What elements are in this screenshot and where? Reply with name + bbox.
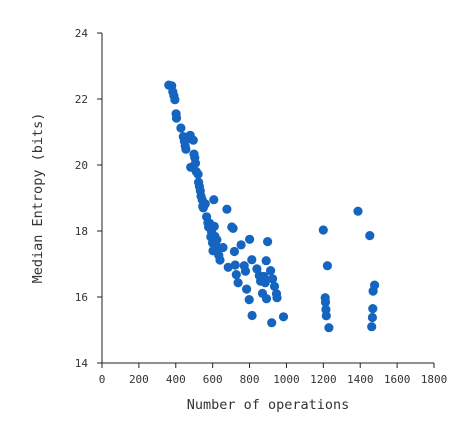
data-point bbox=[176, 123, 186, 133]
x-tick-label: 1000 bbox=[273, 373, 300, 386]
data-point bbox=[245, 234, 255, 244]
data-point bbox=[353, 206, 363, 216]
x-tick-label: 800 bbox=[240, 373, 260, 386]
axes: 0 200 400 600 800 1000 1200 1400 1600 1800 14 16 18 2… bbox=[75, 27, 448, 386]
y-axis-label: Median Entropy (bits) bbox=[30, 113, 46, 284]
x-tick-label: 1600 bbox=[384, 373, 411, 386]
data-point bbox=[222, 204, 232, 214]
data-point bbox=[209, 195, 219, 205]
data-point bbox=[367, 312, 377, 323]
data-point bbox=[321, 311, 331, 321]
data-point bbox=[261, 256, 271, 266]
data-point bbox=[370, 280, 380, 290]
data-point bbox=[322, 261, 332, 271]
y-tick-label: 14 bbox=[75, 357, 89, 370]
data-point bbox=[170, 95, 180, 105]
data-point bbox=[233, 278, 243, 288]
data-point bbox=[218, 242, 228, 253]
x-tick-label: 600 bbox=[203, 373, 223, 386]
x-tick-label: 1400 bbox=[347, 373, 374, 386]
data-point bbox=[247, 310, 257, 321]
data-point bbox=[230, 260, 240, 270]
data-points bbox=[164, 80, 380, 333]
data-point bbox=[365, 231, 375, 241]
data-point bbox=[324, 323, 334, 333]
data-point bbox=[209, 221, 219, 231]
y-tick-label: 18 bbox=[75, 225, 88, 238]
data-point bbox=[228, 223, 238, 233]
data-point bbox=[261, 294, 272, 304]
data-point bbox=[367, 322, 377, 332]
data-point bbox=[260, 278, 270, 288]
y-tick-label: 22 bbox=[75, 93, 88, 106]
data-point bbox=[320, 297, 331, 307]
data-point bbox=[229, 246, 239, 257]
data-point bbox=[200, 199, 210, 209]
data-point bbox=[215, 255, 225, 265]
data-point bbox=[240, 266, 251, 276]
x-tick-label: 200 bbox=[129, 373, 149, 386]
data-point bbox=[268, 274, 278, 284]
data-point bbox=[318, 225, 328, 235]
data-point bbox=[269, 281, 280, 291]
x-tick-label: 400 bbox=[166, 373, 186, 386]
data-point bbox=[231, 270, 241, 280]
x-tick-label: 1800 bbox=[421, 373, 448, 386]
data-point bbox=[212, 235, 222, 245]
data-point bbox=[242, 284, 252, 294]
y-tick-label: 20 bbox=[75, 159, 88, 172]
data-point bbox=[272, 293, 282, 303]
x-tick-label: 0 bbox=[99, 373, 106, 386]
data-point bbox=[181, 144, 191, 154]
data-point bbox=[278, 312, 289, 322]
data-point bbox=[244, 295, 254, 305]
data-point bbox=[188, 135, 198, 145]
data-point bbox=[263, 237, 273, 247]
data-point bbox=[236, 240, 246, 250]
x-tick-label: 1200 bbox=[310, 373, 337, 386]
data-point bbox=[247, 255, 257, 265]
data-point bbox=[368, 304, 378, 314]
data-point bbox=[171, 113, 182, 123]
y-tick-label: 16 bbox=[75, 291, 88, 304]
y-tick-label: 24 bbox=[75, 27, 89, 40]
data-point bbox=[267, 318, 277, 328]
x-axis-label: Number of operations bbox=[187, 397, 350, 413]
data-point bbox=[266, 266, 276, 276]
data-point bbox=[223, 262, 233, 272]
data-point bbox=[193, 169, 203, 179]
data-point bbox=[190, 158, 201, 168]
